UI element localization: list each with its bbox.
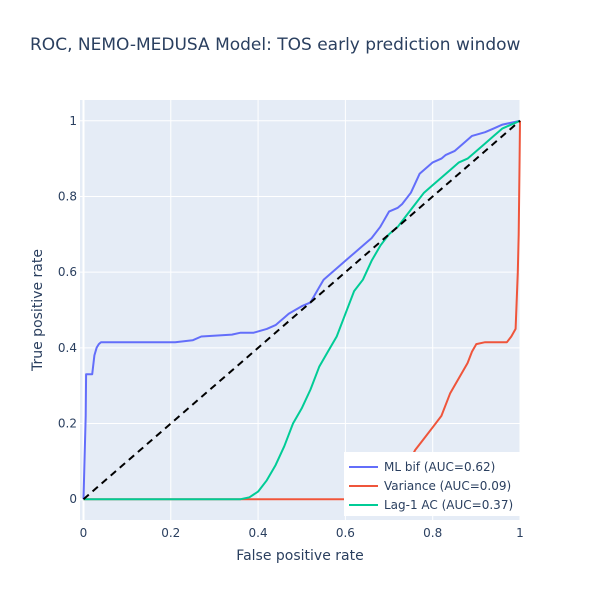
y-tick-label: 1 xyxy=(69,114,77,128)
legend-item-label: ML bif (AUC=0.62) xyxy=(384,460,495,474)
x-tick-label: 0.4 xyxy=(249,526,268,540)
x-tick-label: 0 xyxy=(80,526,88,540)
series-lines xyxy=(82,119,521,501)
x-tick-label: 0.2 xyxy=(161,526,180,540)
legend-item-label: Lag-1 AC (AUC=0.37) xyxy=(384,498,513,512)
axis-ticks: 0 0.2 0.4 0.6 0.8 1 0 0.2 0.4 0.6 0.8 1 xyxy=(58,114,524,540)
x-tick-label: 0.6 xyxy=(336,526,355,540)
series-line-1 xyxy=(83,120,521,501)
legend-item-label: Variance (AUC=0.09) xyxy=(384,479,511,493)
y-tick-label: 0 xyxy=(69,492,77,506)
series-line-2 xyxy=(83,119,521,501)
series-line-0 xyxy=(82,119,521,500)
y-tick-label: 0.8 xyxy=(58,189,77,203)
y-tick-label: 0.4 xyxy=(58,341,77,355)
x-axis-title: False positive rate xyxy=(236,548,363,564)
y-tick-label: 0.2 xyxy=(58,417,77,431)
x-tick-label: 1 xyxy=(516,526,524,540)
plot-area xyxy=(80,100,520,520)
y-axis-title: True positive rate xyxy=(30,249,46,372)
legend: ML bif (AUC=0.62) Variance (AUC=0.09) Lag-… xyxy=(344,452,520,516)
x-tick-label: 0.8 xyxy=(423,526,442,540)
chart-title: ROC, NEMO-MEDUSA Model: TOS early predic… xyxy=(30,35,521,55)
diagonal-reference-line xyxy=(82,120,521,500)
y-tick-label: 0.6 xyxy=(58,265,77,279)
